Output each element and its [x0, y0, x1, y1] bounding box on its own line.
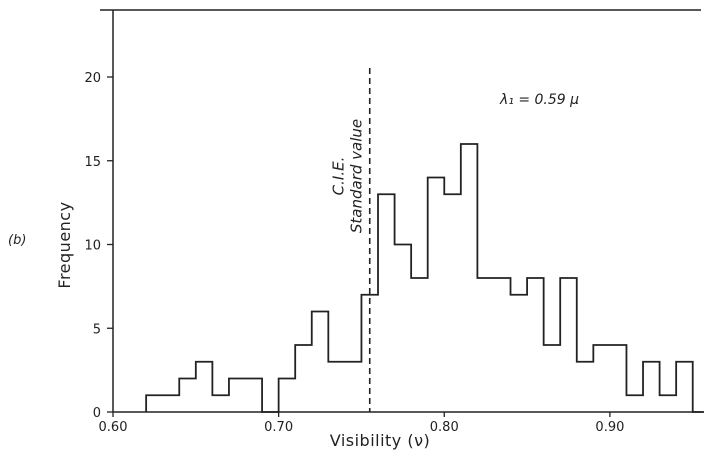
histogram-bin: [246, 379, 263, 413]
x-tick-label: 0.60: [99, 420, 128, 435]
histogram-bin: [295, 345, 312, 412]
histogram-bin: [544, 345, 561, 412]
histogram-bin: [477, 278, 494, 412]
x-tick-label: 0.90: [595, 420, 624, 435]
y-tick-label: 10: [84, 239, 101, 254]
histogram-bin: [163, 395, 180, 412]
histogram-bin: [212, 395, 229, 412]
histogram-bin: [511, 295, 528, 412]
histogram-bin: [229, 379, 246, 413]
x-axis-title: Visibility (ν): [330, 431, 431, 450]
histogram-bin: [461, 144, 478, 412]
y-tick-label: 0: [93, 406, 101, 421]
cie-label: C.I.E.: [330, 157, 348, 196]
standard-value-label: Standard value: [348, 119, 366, 233]
histogram-bin: [527, 278, 544, 412]
histogram-bin: [660, 395, 677, 412]
histogram-bin: [626, 395, 643, 412]
histogram-bin: [494, 278, 511, 412]
x-axis-ticks: 0.60 0.70 0.80 0.90: [99, 412, 624, 435]
histogram-bin: [610, 345, 627, 412]
x-tick-label: 0.70: [264, 420, 293, 435]
histogram-outline: [145, 143, 704, 413]
y-tick-label: 20: [84, 71, 101, 86]
x-tick-label: 0.80: [430, 420, 459, 435]
histogram-bin: [345, 362, 362, 412]
histogram-bin: [428, 178, 445, 413]
histogram-bin: [577, 362, 594, 412]
histogram-bin: [444, 194, 461, 412]
panel-label: (b): [8, 233, 26, 248]
histogram-bin: [593, 345, 610, 412]
histogram-bin: [279, 379, 296, 413]
histogram-bin: [196, 362, 213, 412]
histogram-bin: [395, 245, 412, 413]
histogram-bin: [328, 362, 345, 412]
histogram-bin: [560, 278, 577, 412]
y-axis-ticks: 0 5 10 15 20: [84, 71, 113, 421]
histogram-bin: [676, 362, 693, 412]
histogram-bin: [378, 194, 395, 412]
histogram-bin: [146, 395, 163, 412]
histogram-bin: [643, 362, 660, 412]
wavelength-annotation: λ₁ = 0.59 μ: [499, 92, 579, 108]
histogram-bin: [179, 379, 196, 413]
histogram-bin: [312, 312, 329, 413]
y-axis-title: Frequency: [55, 201, 74, 288]
y-tick-label: 15: [84, 155, 101, 170]
y-tick-label: 5: [93, 322, 101, 337]
histogram-bin: [411, 278, 428, 412]
